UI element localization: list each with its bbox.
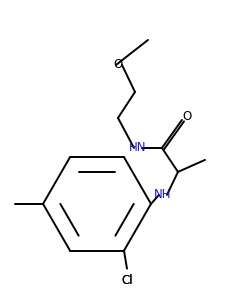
Text: NH: NH [154,188,172,201]
Text: O: O [113,58,123,71]
Text: HN: HN [129,141,147,154]
Text: Cl: Cl [121,274,133,287]
Text: Cl: Cl [121,274,133,287]
Text: O: O [182,110,191,123]
